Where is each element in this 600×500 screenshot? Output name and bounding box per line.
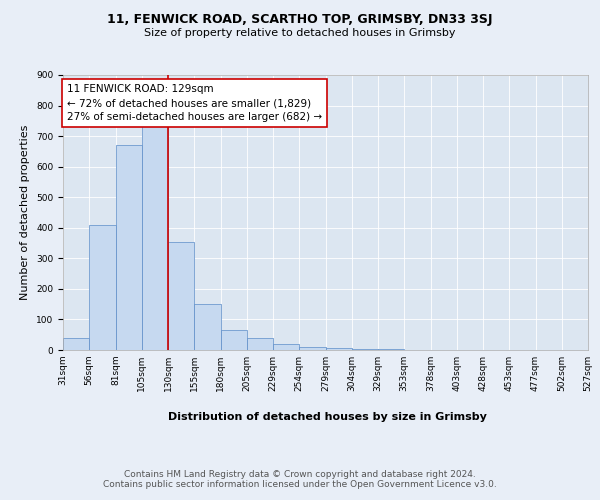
Bar: [352, 349, 378, 350]
Bar: [142, 122, 168, 350]
Bar: [89, 224, 115, 350]
Bar: [247, 338, 273, 350]
Bar: [63, 338, 89, 350]
Bar: [168, 242, 194, 350]
Text: Size of property relative to detached houses in Grimsby: Size of property relative to detached ho…: [144, 28, 456, 38]
Y-axis label: Number of detached properties: Number of detached properties: [20, 125, 31, 300]
Text: 11, FENWICK ROAD, SCARTHO TOP, GRIMSBY, DN33 3SJ: 11, FENWICK ROAD, SCARTHO TOP, GRIMSBY, …: [107, 12, 493, 26]
Text: Distribution of detached houses by size in Grimsby: Distribution of detached houses by size …: [167, 412, 487, 422]
Bar: [115, 146, 142, 350]
Bar: [299, 347, 325, 350]
Bar: [194, 304, 221, 350]
Text: Contains HM Land Registry data © Crown copyright and database right 2024.
Contai: Contains HM Land Registry data © Crown c…: [103, 470, 497, 490]
Bar: [221, 330, 247, 350]
Text: 11 FENWICK ROAD: 129sqm
← 72% of detached houses are smaller (1,829)
27% of semi: 11 FENWICK ROAD: 129sqm ← 72% of detache…: [67, 84, 322, 122]
Bar: [273, 344, 299, 350]
Bar: [325, 348, 352, 350]
